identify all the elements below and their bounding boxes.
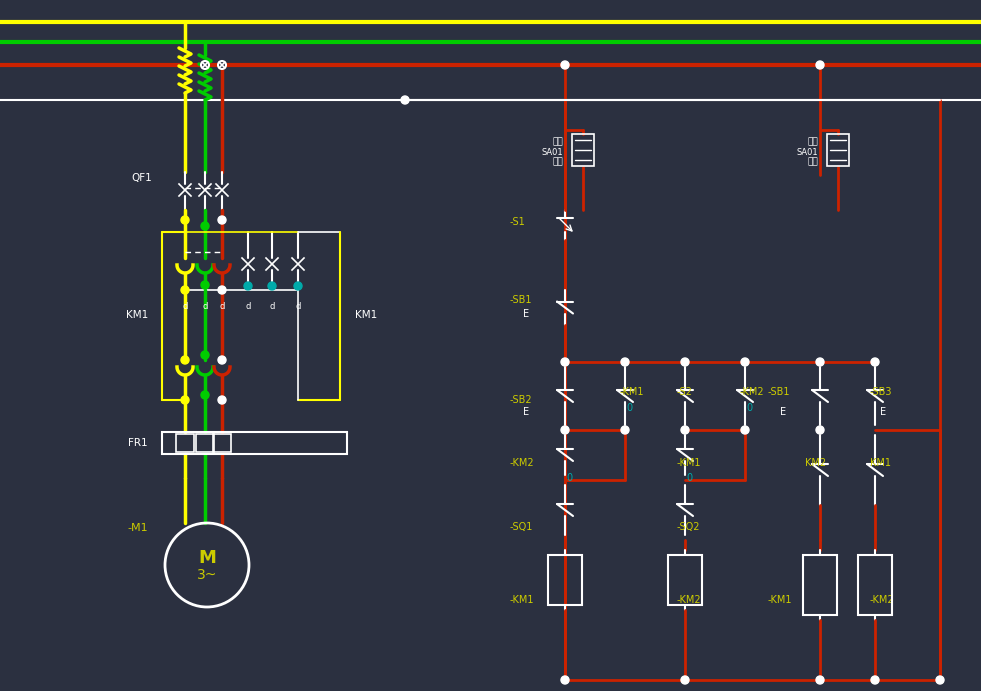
Circle shape xyxy=(201,281,209,289)
Circle shape xyxy=(181,396,189,404)
Text: 手动: 手动 xyxy=(807,138,818,146)
Bar xyxy=(162,432,347,454)
Bar xyxy=(548,555,582,605)
Circle shape xyxy=(871,358,879,366)
Bar xyxy=(668,555,702,605)
Text: E: E xyxy=(780,407,786,417)
Text: 自动: 自动 xyxy=(807,158,818,167)
Text: d: d xyxy=(202,301,208,310)
Text: d: d xyxy=(220,301,225,310)
Circle shape xyxy=(561,61,569,69)
Circle shape xyxy=(816,61,824,69)
Text: QF1: QF1 xyxy=(131,173,152,183)
Circle shape xyxy=(621,426,629,434)
Text: SA01: SA01 xyxy=(797,147,818,156)
Text: -S1: -S1 xyxy=(510,217,526,227)
Bar xyxy=(196,434,214,452)
Circle shape xyxy=(218,286,226,294)
Circle shape xyxy=(201,222,209,230)
Circle shape xyxy=(816,676,824,684)
Circle shape xyxy=(181,216,189,224)
Circle shape xyxy=(741,426,749,434)
Text: 0: 0 xyxy=(626,403,632,413)
Text: -SB3: -SB3 xyxy=(870,387,893,397)
Circle shape xyxy=(741,358,749,366)
Text: -SB1: -SB1 xyxy=(768,387,791,397)
Text: FR1: FR1 xyxy=(129,438,148,448)
Circle shape xyxy=(201,61,209,69)
Circle shape xyxy=(201,351,209,359)
Text: E: E xyxy=(523,309,529,319)
Circle shape xyxy=(218,61,226,69)
Text: KM1: KM1 xyxy=(870,458,891,468)
Circle shape xyxy=(294,282,302,290)
Text: d: d xyxy=(270,301,275,310)
Circle shape xyxy=(561,426,569,434)
Circle shape xyxy=(218,396,226,404)
Bar xyxy=(176,434,194,452)
Text: KM1: KM1 xyxy=(355,310,378,320)
Text: -SQ1: -SQ1 xyxy=(510,522,534,532)
Text: 3~: 3~ xyxy=(197,568,217,582)
Text: 0: 0 xyxy=(746,403,752,413)
Circle shape xyxy=(401,96,409,104)
Circle shape xyxy=(218,356,226,364)
Text: -SQ2: -SQ2 xyxy=(677,522,700,532)
Text: -KM2: -KM2 xyxy=(677,595,701,605)
Bar xyxy=(213,434,231,452)
Circle shape xyxy=(681,426,689,434)
Bar xyxy=(803,555,837,615)
Text: d: d xyxy=(182,301,187,310)
Circle shape xyxy=(181,356,189,364)
Circle shape xyxy=(268,282,276,290)
Circle shape xyxy=(936,676,944,684)
Circle shape xyxy=(816,426,824,434)
Circle shape xyxy=(681,358,689,366)
Text: M: M xyxy=(198,549,216,567)
Text: -M1: -M1 xyxy=(128,523,148,533)
Text: 自动: 自动 xyxy=(552,158,563,167)
Text: -KM2: -KM2 xyxy=(870,595,895,605)
Text: -S2: -S2 xyxy=(677,387,693,397)
Text: E: E xyxy=(523,407,529,417)
Text: -KM2: -KM2 xyxy=(510,458,535,468)
Text: -KM1: -KM1 xyxy=(677,458,701,468)
Circle shape xyxy=(181,286,189,294)
Text: 0: 0 xyxy=(566,473,572,483)
Text: -KM1: -KM1 xyxy=(620,387,645,397)
Text: 手动: 手动 xyxy=(552,138,563,146)
Circle shape xyxy=(871,676,879,684)
Text: -SB1: -SB1 xyxy=(510,295,533,305)
Circle shape xyxy=(201,391,209,399)
Text: -KM1: -KM1 xyxy=(768,595,793,605)
Circle shape xyxy=(621,358,629,366)
Text: SA01: SA01 xyxy=(542,147,563,156)
Text: -SB2: -SB2 xyxy=(510,395,533,405)
Circle shape xyxy=(681,676,689,684)
Bar xyxy=(827,134,849,166)
Circle shape xyxy=(561,676,569,684)
Text: -KM2: -KM2 xyxy=(740,387,764,397)
Circle shape xyxy=(244,282,252,290)
Text: d: d xyxy=(295,301,301,310)
Circle shape xyxy=(561,358,569,366)
Text: d: d xyxy=(245,301,251,310)
Text: E: E xyxy=(880,407,886,417)
Text: KM2: KM2 xyxy=(805,458,826,468)
Text: -KM1: -KM1 xyxy=(510,595,535,605)
Bar xyxy=(572,134,594,166)
Text: KM1: KM1 xyxy=(126,310,148,320)
Text: 0: 0 xyxy=(686,473,692,483)
Circle shape xyxy=(816,358,824,366)
Bar xyxy=(858,555,892,615)
Circle shape xyxy=(218,216,226,224)
